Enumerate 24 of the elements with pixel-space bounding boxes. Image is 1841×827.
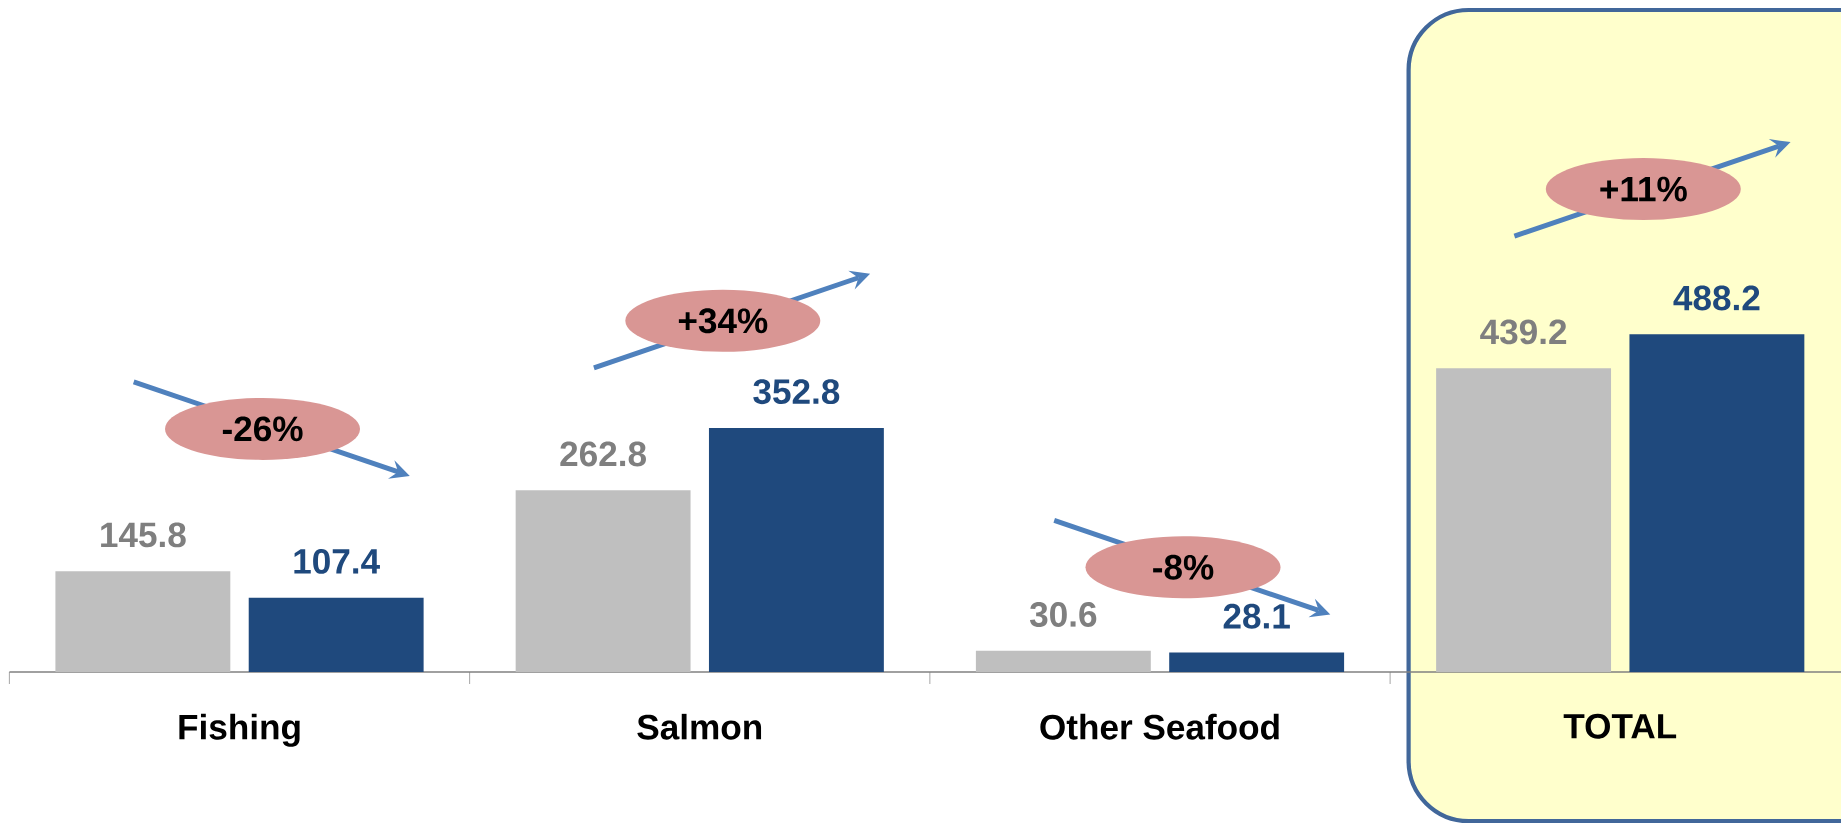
x-tick-label: TOTAL — [1563, 713, 1677, 739]
data-label: 30.6 — [1029, 602, 1097, 627]
data-label: 352.8 — [753, 379, 840, 405]
data-label: 262.8 — [560, 441, 646, 467]
data-label: 107.4 — [294, 549, 380, 574]
bar — [1629, 334, 1805, 672]
text: +11% — [1600, 176, 1687, 202]
x-tick-label: Fishing — [179, 713, 300, 747]
x-tick-label: Other Seafood — [1040, 713, 1279, 740]
bar — [515, 490, 691, 672]
data-label: 28.1 — [1223, 603, 1290, 629]
text: +34% — [678, 308, 768, 334]
data-label: 145.8 — [101, 522, 186, 548]
bar — [248, 597, 424, 672]
bar — [55, 571, 231, 672]
bar — [1436, 368, 1612, 672]
annotation: -26% — [222, 416, 303, 442]
bar — [708, 427, 884, 672]
data-label: 488.2 — [1673, 285, 1760, 311]
bar — [1169, 652, 1345, 672]
bar — [975, 650, 1151, 672]
annotation: -8% — [1153, 554, 1214, 580]
x-tick-label: Salmon — [637, 713, 762, 740]
data-label: 439.2 — [1480, 319, 1567, 345]
